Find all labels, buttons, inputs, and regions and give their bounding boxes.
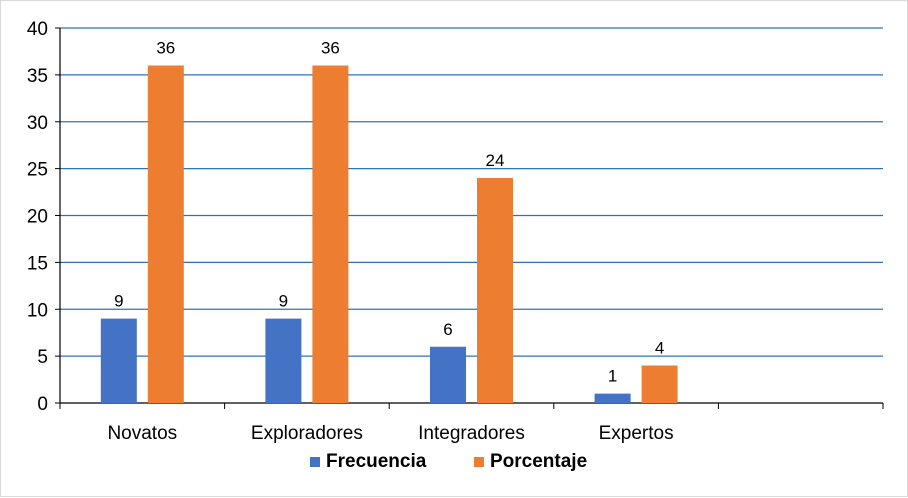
bar-frecuencia-Expertos <box>594 393 631 403</box>
y-tick-label-35: 35 <box>27 66 48 87</box>
data-label: 24 <box>486 151 505 170</box>
legend: Frecuencia Porcentaje <box>310 451 587 472</box>
y-tick-label-20: 20 <box>27 207 48 228</box>
x-category-label: Expertos <box>599 423 674 444</box>
y-tick-label-25: 25 <box>27 160 48 181</box>
bar-porcentaje-Exploradores <box>312 65 349 403</box>
bar-frecuencia-Integradores <box>430 346 466 403</box>
y-tick-label-5: 5 <box>37 347 48 368</box>
legend-label-frecuencia: Frecuencia <box>326 451 427 472</box>
bar-porcentaje-Expertos <box>641 365 678 403</box>
data-label: 9 <box>114 292 123 311</box>
bar-porcentaje-Novatos <box>147 65 184 403</box>
legend-swatch-frecuencia <box>310 457 320 467</box>
x-category-label: Novatos <box>107 423 177 444</box>
y-tick-label-30: 30 <box>27 113 48 134</box>
data-label: 9 <box>279 292 288 311</box>
y-tick-label-0: 0 <box>37 394 48 415</box>
data-label: 1 <box>608 367 617 386</box>
bar-porcentaje-Integradores <box>477 178 513 403</box>
data-label: 4 <box>655 339 664 358</box>
data-label: 36 <box>156 39 175 58</box>
x-category-label: Exploradores <box>251 423 363 444</box>
legend-swatch-porcentaje <box>474 457 484 467</box>
y-tick-label-15: 15 <box>27 253 48 274</box>
x-category-label: Integradores <box>418 423 525 444</box>
bar-frecuencia-Exploradores <box>265 318 302 403</box>
data-label: 6 <box>443 320 452 339</box>
legend-label-porcentaje: Porcentaje <box>490 451 587 472</box>
y-tick-label-40: 40 <box>27 19 48 40</box>
bar-frecuencia-Novatos <box>100 318 137 403</box>
y-tick-label-10: 10 <box>27 300 48 321</box>
data-label: 36 <box>321 39 340 58</box>
